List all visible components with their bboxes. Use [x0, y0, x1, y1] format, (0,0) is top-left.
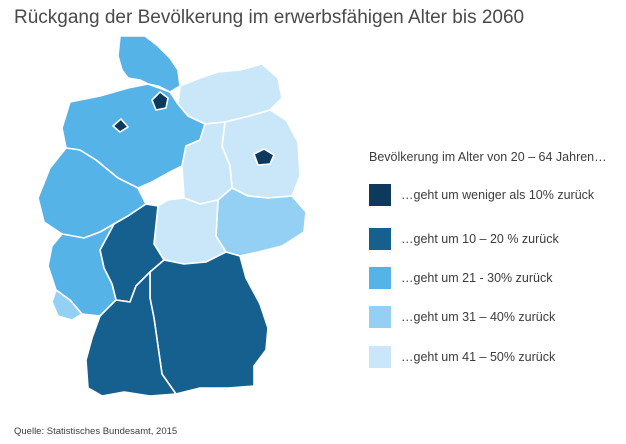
region-thueringen[interactable]: [153, 197, 227, 265]
region-saarland[interactable]: [51, 289, 83, 321]
region-hamburg[interactable]: [151, 91, 169, 111]
legend-swatch: [369, 346, 391, 368]
legend-item-21-30: …geht um 21 - 30% zurück: [369, 267, 552, 289]
region-sachsen[interactable]: [215, 187, 307, 257]
region-sachsen-anhalt[interactable]: [181, 121, 233, 205]
germany-map: [37, 35, 307, 397]
legend-heading: Bevölkerung im Alter von 20 – 64 Jahren…: [369, 150, 607, 164]
legend-swatch: [369, 184, 391, 206]
region-bayern[interactable]: [149, 251, 269, 395]
legend-label: …geht um 21 - 30% zurück: [401, 271, 553, 285]
legend-swatch: [369, 228, 391, 250]
legend-item-10-20: …geht um 10 – 20 % zurück: [369, 228, 559, 250]
legend-label: …geht um 10 – 20 % zurück: [401, 232, 559, 246]
legend-label: …geht um 31 – 40% zurück: [401, 310, 556, 324]
legend-label: …geht um 41 – 50% zurück: [401, 350, 556, 364]
map-title: Rückgang der Bevölkerung im erwerbsfähig…: [14, 7, 525, 28]
legend-label: …geht um weniger als 10% zurück: [401, 188, 595, 202]
legend-swatch: [369, 267, 391, 289]
legend-item-31-40: …geht um 31 – 40% zurück: [369, 306, 555, 328]
legend-item-under-10: …geht um weniger als 10% zurück: [369, 184, 594, 206]
legend-swatch: [369, 306, 391, 328]
region-berlin[interactable]: [253, 148, 275, 166]
source-note: Quelle: Statistisches Bundesamt, 2015: [14, 426, 178, 437]
legend-item-41-50: …geht um 41 – 50% zurück: [369, 346, 555, 368]
region-baden-wuerttemberg[interactable]: [85, 271, 177, 397]
region-bremen[interactable]: [112, 118, 129, 133]
